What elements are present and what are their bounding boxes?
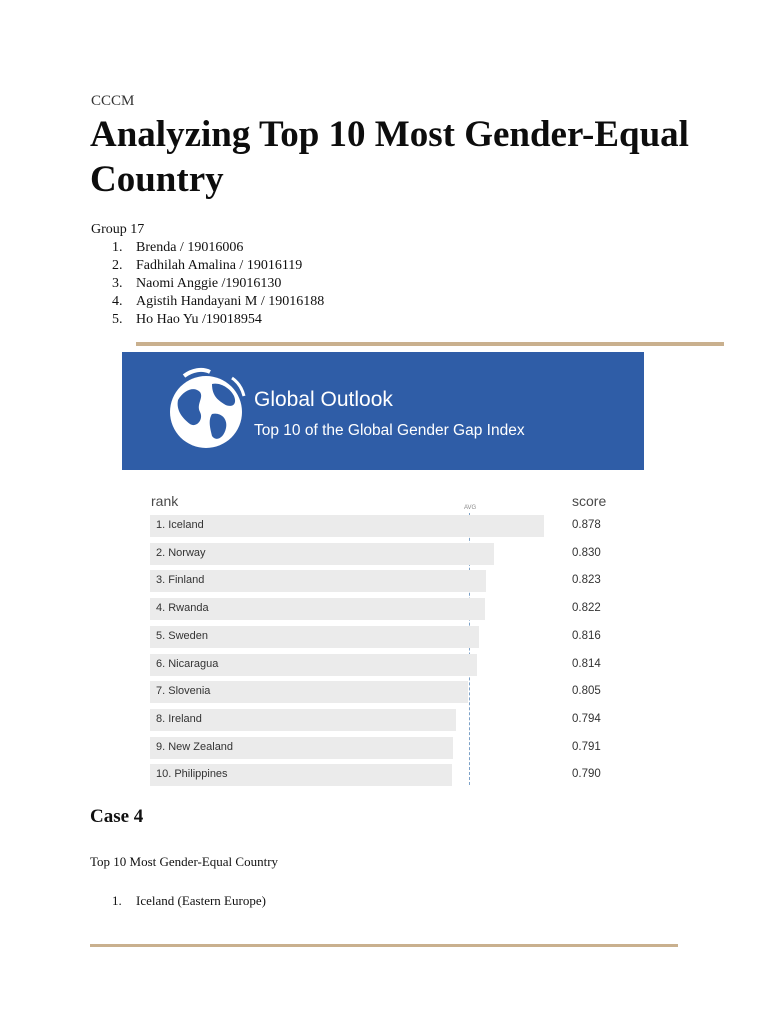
course-code: CCCM	[91, 93, 135, 109]
figure-heading: Global Outlook	[254, 388, 393, 411]
country-label: 1. Iceland	[156, 519, 204, 531]
case-item-text: Iceland (Eastern Europe)	[136, 893, 266, 908]
member-item: 1. Brenda / 19016006	[112, 239, 324, 257]
avg-line	[469, 513, 470, 785]
chart-row: 4. Rwanda 0.822	[150, 598, 610, 621]
figure-subheading: Top 10 of the Global Gender Gap Index	[254, 422, 525, 439]
score-value: 0.816	[572, 629, 601, 642]
member-item: 4. Agistih Handayani M / 19016188	[112, 293, 324, 311]
score-bar	[150, 625, 479, 648]
country-label: 2. Norway	[156, 546, 206, 559]
chart-row: 1. Iceland 0.878	[150, 515, 610, 537]
score-header: score	[572, 493, 607, 509]
country-label: 8. Ireland	[156, 712, 202, 725]
member-number: 2.	[112, 258, 123, 273]
score-bar	[150, 736, 453, 759]
score-bar	[150, 570, 486, 593]
country-label: 10. Philippines	[156, 768, 228, 781]
member-item: 5. Ho Hao Yu /19018954	[112, 311, 324, 329]
chart-row: 8. Ireland 0.794	[150, 708, 610, 731]
group-label: Group 17	[91, 222, 145, 237]
member-text: Agistih Handayani M / 19016188	[136, 294, 325, 309]
score-bar	[150, 681, 468, 704]
member-number: 1.	[112, 240, 123, 255]
member-text: Brenda / 19016006	[136, 240, 244, 255]
divider-top	[136, 342, 724, 346]
member-text: Ho Hao Yu /19018954	[136, 312, 262, 327]
country-label: 9. New Zealand	[156, 740, 234, 753]
score-value: 0.822	[572, 602, 601, 615]
member-item: 3. Naomi Anggie /19016130	[112, 275, 324, 293]
case-heading: Case 4	[90, 806, 144, 827]
member-list: 1. Brenda / 19016006 2. Fadhilah Amalina /…	[112, 239, 324, 329]
score-bar	[150, 542, 494, 565]
score-value: 0.790	[572, 768, 601, 781]
country-label: 7. Slovenia	[156, 685, 211, 698]
figure-banner: Global Outlook Top 10 of the Global Gend…	[122, 352, 644, 470]
member-text: Naomi Anggie /19016130	[136, 276, 282, 291]
score-bar	[150, 515, 544, 537]
member-number: 3.	[112, 276, 123, 291]
score-value: 0.794	[572, 712, 601, 725]
avg-label: AVG	[464, 505, 477, 511]
score-value: 0.830	[572, 546, 601, 559]
country-label: 3. Finland	[156, 574, 205, 587]
score-value: 0.823	[572, 574, 601, 587]
chart-row: 2. Norway 0.830	[150, 542, 610, 565]
score-value: 0.805	[572, 685, 601, 698]
score-bar	[150, 653, 477, 676]
chart-row: 10. Philippines 0.790	[150, 764, 610, 787]
chart-row: 5. Sweden 0.816	[150, 625, 610, 648]
page-title: Analyzing Top 10 Most Gender-Equal Count…	[90, 114, 689, 200]
score-bar	[150, 764, 452, 787]
chart-row: 6. Nicaragua 0.814	[150, 653, 610, 676]
rank-header: rank	[151, 493, 179, 509]
member-item: 2. Fadhilah Amalina / 19016119	[112, 257, 324, 275]
score-bar	[150, 598, 485, 621]
chart-row: 9. New Zealand 0.791	[150, 736, 610, 759]
member-text: Fadhilah Amalina / 19016119	[136, 258, 303, 273]
chart-row: 7. Slovenia 0.805	[150, 681, 610, 704]
globe-icon	[170, 367, 246, 448]
divider-bottom	[90, 944, 678, 947]
score-value: 0.791	[572, 740, 601, 753]
score-value: 0.814	[572, 657, 601, 670]
case-item-number: 1.	[112, 893, 122, 908]
ranking-chart: rank score AVG 1. Iceland 0.878 2. Norway 0…	[150, 490, 610, 790]
country-label: 4. Rwanda	[156, 602, 209, 615]
member-number: 5.	[112, 312, 123, 327]
case-list-item: 1. Iceland (Eastern Europe)	[112, 893, 266, 909]
chart-row: 3. Finland 0.823	[150, 570, 610, 593]
country-label: 5. Sweden	[156, 629, 208, 642]
score-value: 0.878	[572, 519, 601, 531]
country-label: 6. Nicaragua	[156, 657, 219, 670]
member-number: 4.	[112, 294, 123, 309]
case-paragraph: Top 10 Most Gender-Equal Country	[90, 854, 279, 869]
score-bar	[150, 708, 456, 731]
